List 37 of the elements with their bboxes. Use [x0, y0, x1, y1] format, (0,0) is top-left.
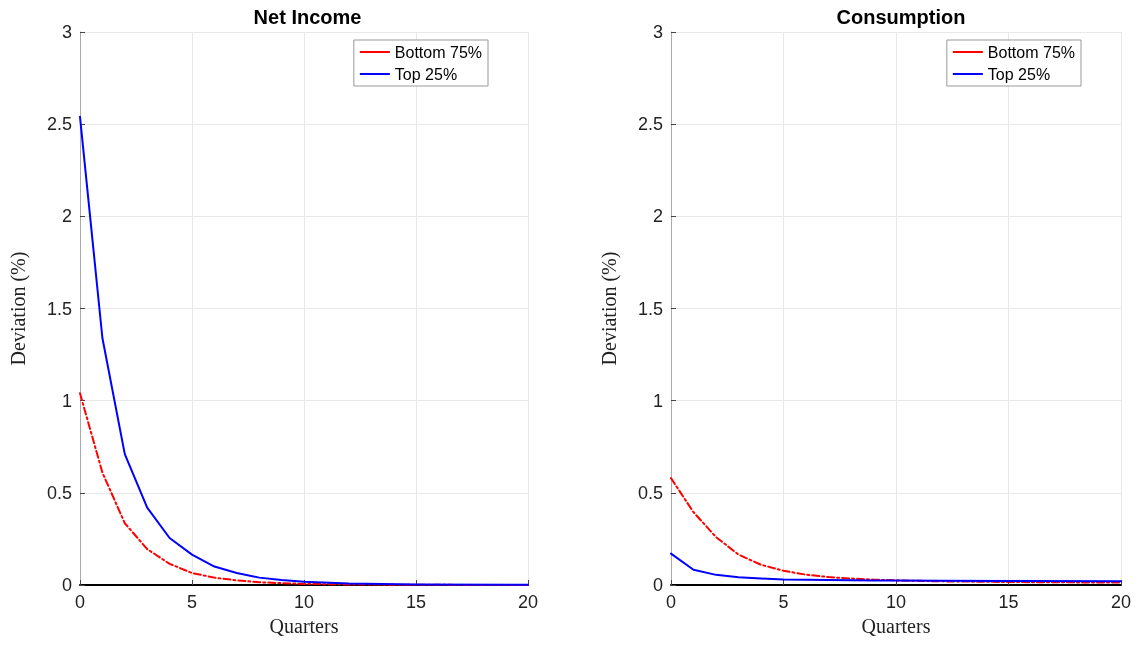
- legend-label: Top 25%: [987, 65, 1051, 83]
- y-tick-label: 1: [61, 390, 72, 411]
- x-axis-title: Quarters: [269, 614, 339, 637]
- y-axis-title: Deviation (%): [598, 251, 621, 366]
- legend-label: Bottom 75%: [394, 43, 482, 61]
- x-tick-label: 20: [1110, 592, 1132, 612]
- y-tick-label: 0.5: [46, 482, 72, 503]
- y-tick-label: 3: [652, 22, 663, 42]
- y-tick-label: 2: [652, 206, 663, 227]
- y-tick-label: 2: [61, 206, 72, 227]
- y-tick-label: 1: [652, 390, 663, 411]
- x-axis-title: Quarters: [861, 614, 931, 637]
- line-series: [670, 477, 1122, 584]
- x-tick-label: 5: [778, 592, 789, 612]
- x-tick-label: 20: [517, 592, 539, 612]
- y-tick-label: 0: [61, 575, 72, 595]
- y-tick-label: 1.5: [637, 298, 663, 319]
- legend-label: Top 25%: [394, 65, 458, 83]
- x-tick-label: 10: [293, 592, 315, 612]
- x-tick-label: 0: [74, 592, 86, 612]
- line-series: [670, 552, 1122, 583]
- x-tick-label: 5: [186, 592, 198, 612]
- x-tick-label: 0: [665, 592, 677, 612]
- chart-title: Net Income: [253, 6, 362, 28]
- y-axis-title: Deviation (%): [7, 251, 30, 366]
- y-tick-label: 0: [652, 575, 663, 595]
- y-tick-label: 3: [61, 22, 72, 42]
- x-tick-label: 15: [998, 592, 1019, 612]
- chart-title: Consumption: [836, 6, 966, 28]
- x-tick-label: 10: [885, 592, 907, 612]
- line-series: [79, 115, 529, 586]
- y-tick-label: 2.5: [637, 114, 663, 135]
- y-tick-label: 2.5: [46, 114, 72, 135]
- y-tick-label: 1.5: [46, 298, 72, 319]
- legend-label: Bottom 75%: [987, 43, 1075, 61]
- y-tick-label: 0.5: [637, 482, 663, 503]
- x-tick-label: 15: [405, 592, 427, 612]
